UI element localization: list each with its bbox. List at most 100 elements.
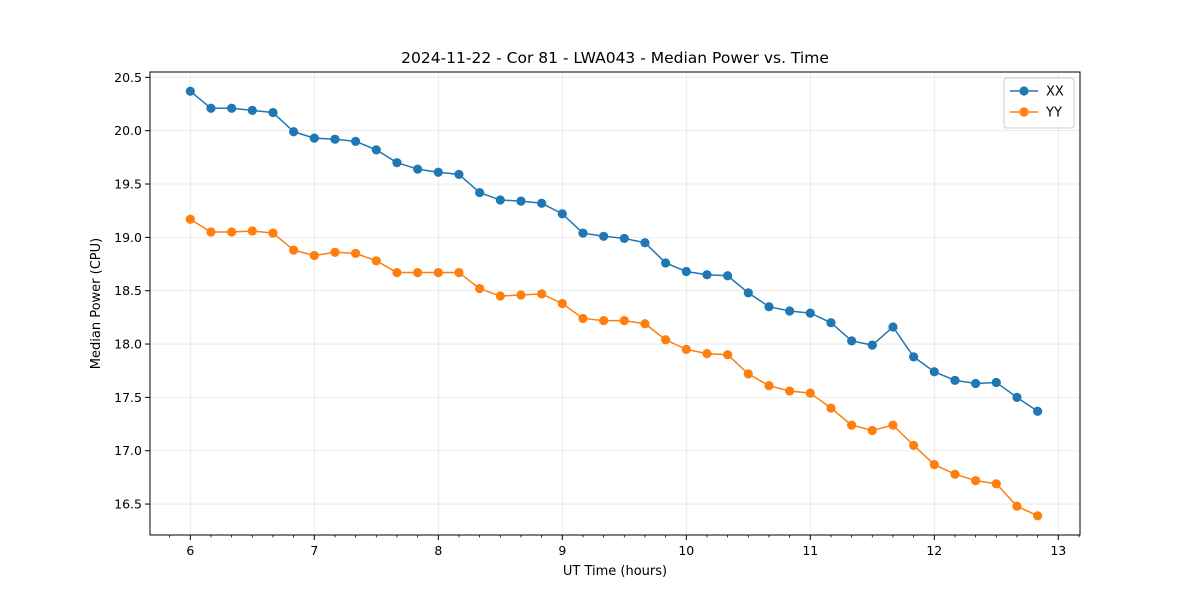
- data-point-yy: [888, 420, 898, 430]
- data-point-xx: [909, 352, 919, 362]
- x-tick-label: 9: [558, 543, 566, 558]
- x-tick-label: 8: [434, 543, 442, 558]
- data-point-yy: [1012, 501, 1022, 511]
- legend-marker-xx: [1019, 86, 1029, 96]
- data-point-xx: [723, 271, 733, 281]
- data-point-xx: [826, 318, 836, 328]
- data-point-yy: [991, 479, 1001, 489]
- chart-title: 2024-11-22 - Cor 81 - LWA043 - Median Po…: [401, 49, 829, 67]
- data-point-xx: [247, 105, 257, 116]
- data-point-yy: [681, 344, 691, 354]
- data-point-yy: [454, 267, 464, 278]
- x-tick-label: 10: [678, 543, 694, 558]
- data-point-xx: [351, 136, 361, 146]
- data-point-xx: [702, 270, 712, 280]
- data-point-xx: [289, 127, 299, 137]
- legend-label-yy: YY: [1045, 106, 1062, 121]
- plot-frame: [149, 71, 1081, 536]
- data-point-xx: [640, 238, 650, 248]
- y-tick-label: 20.5: [114, 70, 142, 85]
- y-axis-label: Median Power (CPU): [89, 238, 104, 369]
- y-tick-label: 17.5: [114, 390, 142, 405]
- data-point-yy: [351, 248, 361, 258]
- data-point-yy: [950, 469, 960, 479]
- data-point-xx: [805, 308, 815, 318]
- data-point-xx: [599, 231, 609, 241]
- data-point-yy: [1033, 511, 1043, 521]
- x-tick-label: 13: [1050, 543, 1066, 558]
- data-point-xx: [661, 258, 671, 268]
- data-point-yy: [826, 403, 836, 413]
- data-point-xx: [309, 133, 319, 143]
- data-point-yy: [392, 267, 402, 278]
- data-point-xx: [619, 233, 629, 244]
- data-point-xx: [991, 377, 1001, 388]
- data-point-yy: [619, 315, 629, 326]
- data-point-xx: [785, 306, 795, 316]
- data-point-xx: [929, 367, 939, 377]
- data-point-xx: [1012, 392, 1022, 402]
- data-point-yy: [268, 228, 278, 238]
- data-point-yy: [805, 388, 815, 398]
- data-point-yy: [640, 319, 650, 329]
- data-point-xx: [268, 107, 278, 118]
- data-point-xx: [950, 375, 960, 385]
- data-point-xx: [392, 158, 402, 168]
- data-point-xx: [971, 378, 981, 389]
- data-point-yy: [743, 369, 753, 379]
- data-point-yy: [495, 291, 505, 301]
- data-point-yy: [785, 386, 795, 396]
- data-point-yy: [247, 226, 257, 236]
- data-point-yy: [557, 298, 567, 309]
- data-point-yy: [206, 227, 216, 237]
- y-tick-label: 19.5: [114, 177, 142, 192]
- data-point-xx: [578, 228, 588, 238]
- data-point-xx: [227, 103, 237, 113]
- data-point-yy: [578, 313, 588, 324]
- data-point-xx: [495, 195, 505, 205]
- data-point-yy: [702, 349, 712, 359]
- data-point-yy: [661, 335, 671, 345]
- y-axis: 16.5 17.0 17.5 18.0 18.5 19.0 19.5 20.0 20.5: [114, 70, 150, 512]
- y-tick-label: 18.0: [114, 337, 142, 352]
- data-point-yy: [289, 245, 299, 255]
- data-point-xx: [557, 209, 567, 219]
- data-point-yy: [909, 440, 919, 450]
- data-point-xx: [888, 322, 898, 332]
- data-point-yy: [537, 289, 547, 299]
- legend-label-xx: XX: [1046, 85, 1064, 100]
- data-point-xx: [764, 302, 774, 312]
- data-point-xx: [371, 145, 381, 155]
- x-tick-label: 6: [186, 543, 194, 558]
- data-point-yy: [185, 214, 195, 224]
- series-markers: [185, 86, 1043, 521]
- data-point-yy: [309, 250, 319, 261]
- data-point-yy: [475, 283, 485, 294]
- y-tick-label: 20.0: [114, 123, 142, 138]
- data-point-xx: [185, 86, 195, 96]
- data-point-xx: [454, 169, 464, 180]
- data-point-xx: [516, 196, 526, 206]
- y-tick-label: 18.5: [114, 283, 142, 298]
- x-tick-label: 12: [926, 543, 942, 558]
- data-point-yy: [723, 350, 733, 360]
- data-point-xx: [413, 164, 423, 174]
- data-point-yy: [847, 420, 857, 430]
- data-point-yy: [330, 247, 340, 257]
- legend-marker-yy: [1019, 107, 1029, 117]
- data-point-xx: [206, 103, 216, 113]
- data-point-yy: [227, 227, 237, 237]
- data-point-yy: [433, 267, 443, 278]
- data-point-xx: [1033, 406, 1043, 416]
- data-point-yy: [929, 459, 939, 470]
- data-point-xx: [681, 266, 691, 277]
- x-axis: 6 7 8 9 10 11 12 13: [169, 535, 1080, 558]
- data-point-xx: [433, 167, 443, 177]
- data-point-xx: [847, 336, 857, 346]
- data-point-xx: [537, 198, 547, 208]
- data-point-yy: [413, 267, 423, 278]
- data-point-xx: [867, 340, 877, 350]
- data-point-yy: [867, 425, 877, 436]
